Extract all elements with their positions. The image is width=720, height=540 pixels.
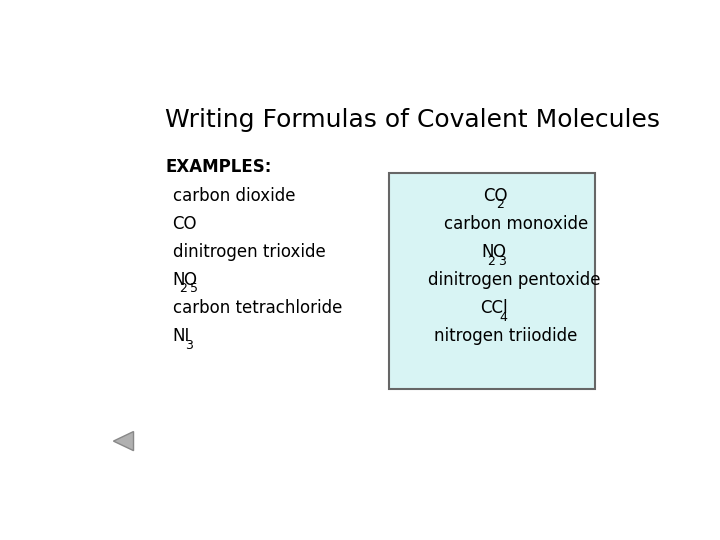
Text: O: O — [492, 243, 505, 261]
Text: 2: 2 — [496, 198, 504, 212]
Text: dinitrogen pentoxide: dinitrogen pentoxide — [428, 271, 600, 289]
Text: carbon monoxide: carbon monoxide — [444, 214, 588, 233]
Text: 4: 4 — [499, 310, 507, 323]
Text: 3: 3 — [186, 339, 193, 352]
Text: Writing Formulas of Covalent Molecules: Writing Formulas of Covalent Molecules — [166, 109, 660, 132]
Text: 2: 2 — [487, 254, 495, 267]
Text: N: N — [481, 243, 493, 261]
Text: 2: 2 — [179, 282, 187, 295]
Polygon shape — [114, 431, 133, 451]
Text: CO: CO — [483, 187, 508, 205]
Text: CCl: CCl — [480, 299, 508, 317]
Text: carbon dioxide: carbon dioxide — [173, 187, 295, 205]
Text: 3: 3 — [498, 254, 506, 267]
FancyBboxPatch shape — [389, 173, 595, 389]
Text: O: O — [184, 271, 197, 289]
Text: 5: 5 — [190, 282, 198, 295]
Text: dinitrogen trioxide: dinitrogen trioxide — [173, 243, 325, 261]
Text: EXAMPLES:: EXAMPLES: — [166, 158, 271, 177]
Text: CO: CO — [173, 214, 197, 233]
Text: N: N — [173, 271, 185, 289]
Text: NI: NI — [173, 327, 190, 345]
Text: carbon tetrachloride: carbon tetrachloride — [173, 299, 342, 317]
Text: nitrogen triiodide: nitrogen triiodide — [434, 327, 577, 345]
